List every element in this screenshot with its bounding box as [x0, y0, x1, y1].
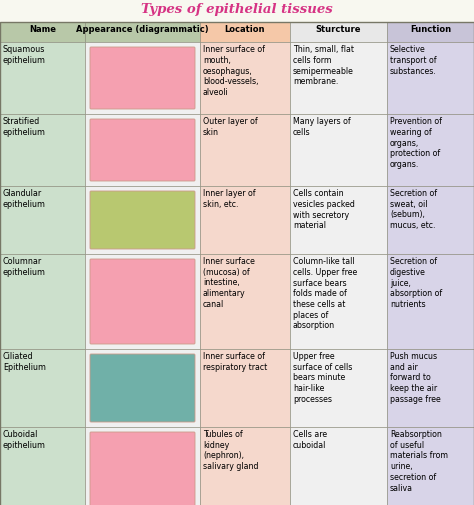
- Bar: [290, 254, 387, 349]
- Bar: [200, 254, 290, 349]
- Bar: [0, 254, 85, 349]
- Text: Prevention of
wearing of
organs,
protection of
organs.: Prevention of wearing of organs, protect…: [390, 117, 442, 169]
- Bar: [85, 427, 200, 505]
- Bar: [0, 22, 85, 42]
- FancyBboxPatch shape: [90, 119, 195, 181]
- Text: Thin, small, flat
cells form
semipermeable
membrane.: Thin, small, flat cells form semipermeab…: [293, 45, 354, 86]
- FancyBboxPatch shape: [90, 432, 195, 505]
- Text: Inner layer of
skin, etc.: Inner layer of skin, etc.: [203, 189, 255, 209]
- Bar: [200, 114, 290, 186]
- Bar: [200, 186, 290, 254]
- Bar: [387, 42, 474, 114]
- Bar: [0, 349, 85, 427]
- Text: Stratified
epithelium: Stratified epithelium: [3, 117, 46, 137]
- Text: Outer layer of
skin: Outer layer of skin: [203, 117, 258, 137]
- Text: Columnar
epithelium: Columnar epithelium: [3, 257, 46, 277]
- Bar: [387, 22, 474, 42]
- Bar: [290, 186, 387, 254]
- Text: Cuboidal
epithelium: Cuboidal epithelium: [3, 430, 46, 450]
- Bar: [0, 42, 85, 114]
- Text: Function: Function: [410, 25, 451, 33]
- Text: Squamous
epithelium: Squamous epithelium: [3, 45, 46, 65]
- Text: Push mucus
and air
forward to
keep the air
passage free: Push mucus and air forward to keep the a…: [390, 352, 441, 404]
- Bar: [290, 22, 387, 42]
- Bar: [85, 42, 200, 114]
- Bar: [200, 427, 290, 505]
- Bar: [290, 42, 387, 114]
- Bar: [85, 186, 200, 254]
- Text: Inner surface of
respiratory tract: Inner surface of respiratory tract: [203, 352, 267, 372]
- Text: Cells contain
vesicles packed
with secretory
material: Cells contain vesicles packed with secre…: [293, 189, 355, 230]
- Text: Inner surface of
mouth,
oesophagus,
blood-vessels,
alveoli: Inner surface of mouth, oesophagus, bloo…: [203, 45, 265, 97]
- Text: Inner surface
(mucosa) of
intestine,
alimentary
canal: Inner surface (mucosa) of intestine, ali…: [203, 257, 255, 309]
- Text: Selective
transport of
substances.: Selective transport of substances.: [390, 45, 437, 76]
- Bar: [0, 186, 85, 254]
- Bar: [85, 22, 200, 42]
- Text: Tubules of
kidney
(nephron),
salivary gland: Tubules of kidney (nephron), salivary gl…: [203, 430, 258, 471]
- Text: Reabsorption
of useful
materials from
urine,
secretion of
saliva: Reabsorption of useful materials from ur…: [390, 430, 448, 493]
- FancyBboxPatch shape: [90, 354, 195, 422]
- Bar: [200, 22, 290, 42]
- Bar: [387, 427, 474, 505]
- Text: Upper free
surface of cells
bears minute
hair-like
processes: Upper free surface of cells bears minute…: [293, 352, 352, 404]
- Bar: [85, 254, 200, 349]
- Bar: [200, 349, 290, 427]
- Bar: [387, 186, 474, 254]
- Text: Types of epithelial tissues: Types of epithelial tissues: [141, 4, 333, 17]
- Text: Cells are
cuboidal: Cells are cuboidal: [293, 430, 327, 450]
- Bar: [387, 349, 474, 427]
- Bar: [200, 42, 290, 114]
- FancyBboxPatch shape: [90, 259, 195, 344]
- Text: Many layers of
cells: Many layers of cells: [293, 117, 351, 137]
- Text: Location: Location: [225, 25, 265, 33]
- Text: Column-like tall
cells. Upper free
surface bears
folds made of
these cells at
pl: Column-like tall cells. Upper free surfa…: [293, 257, 357, 330]
- Text: Ciliated
Epithelium: Ciliated Epithelium: [3, 352, 46, 372]
- Bar: [85, 349, 200, 427]
- Text: Appearance (diagrammatic): Appearance (diagrammatic): [76, 25, 209, 33]
- Bar: [387, 254, 474, 349]
- Text: Secretion of
sweat, oil
(sebum),
mucus, etc.: Secretion of sweat, oil (sebum), mucus, …: [390, 189, 437, 230]
- FancyBboxPatch shape: [90, 191, 195, 249]
- Text: Secretion of
digestive
juice,
absorption of
nutrients: Secretion of digestive juice, absorption…: [390, 257, 442, 309]
- Bar: [85, 114, 200, 186]
- Text: Glandular
epithelium: Glandular epithelium: [3, 189, 46, 209]
- Bar: [387, 114, 474, 186]
- FancyBboxPatch shape: [90, 47, 195, 109]
- Text: Sturcture: Sturcture: [316, 25, 361, 33]
- Bar: [290, 427, 387, 505]
- Bar: [290, 114, 387, 186]
- Bar: [0, 427, 85, 505]
- Bar: [0, 114, 85, 186]
- Text: Name: Name: [29, 25, 56, 33]
- Bar: [290, 349, 387, 427]
